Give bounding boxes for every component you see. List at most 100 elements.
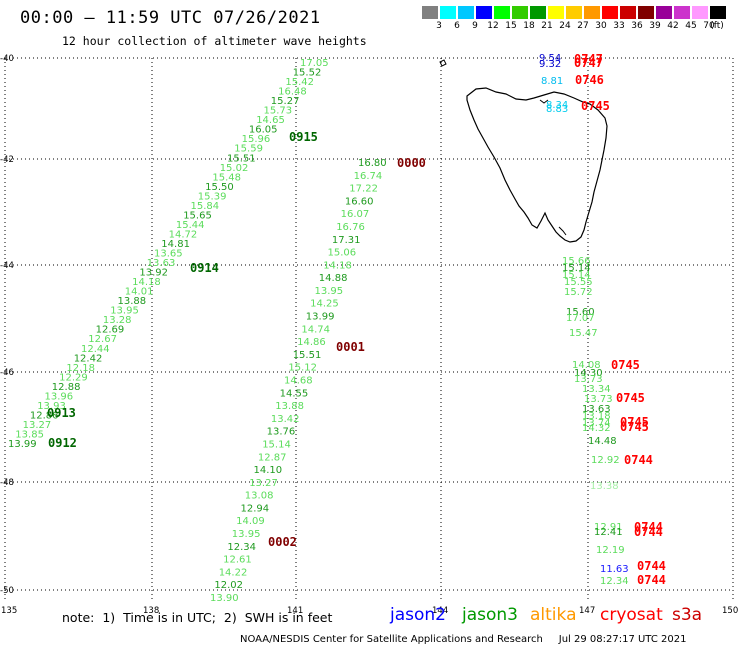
colorbar-swatch bbox=[494, 6, 510, 19]
swh-value: 15.39 bbox=[198, 191, 227, 202]
pass-time: 0744 bbox=[634, 520, 663, 534]
swh-value: 16.48 bbox=[278, 87, 307, 98]
swh-value: 15.42 bbox=[285, 77, 314, 88]
swh-value: 13.95 bbox=[315, 286, 344, 297]
map-title: 00:00 – 11:59 UTC 07/26/2021 bbox=[20, 8, 321, 28]
swh-value: 15.60 bbox=[566, 307, 595, 318]
pass-time: 0915 bbox=[289, 130, 318, 144]
colorbar-swatch bbox=[656, 6, 672, 19]
swh-value: 17.31 bbox=[332, 235, 361, 246]
swh-value: 14.68 bbox=[284, 376, 313, 387]
swh-value: 14.18 bbox=[323, 260, 352, 271]
colorbar-label: 21 bbox=[541, 21, 553, 31]
swh-value: 16.07 bbox=[341, 209, 370, 220]
swh-value: 13.99 bbox=[306, 312, 335, 323]
pass-time: 0746 bbox=[575, 73, 604, 87]
latitude-label: -44 bbox=[0, 261, 14, 271]
swh-value: 14.81 bbox=[161, 239, 190, 250]
swh-value: 15.65 bbox=[183, 210, 212, 221]
swh-value: 14.22 bbox=[219, 567, 248, 578]
colorbar-label: 3 bbox=[436, 21, 442, 31]
swh-value: 14.01 bbox=[125, 287, 154, 298]
swh-value: 16.74 bbox=[354, 171, 383, 182]
swh-value: 9.54 bbox=[539, 53, 561, 64]
colorbar-swatch bbox=[548, 6, 564, 19]
colorbar-label: 12 bbox=[487, 21, 499, 31]
colorbar-label: 15 bbox=[505, 21, 517, 31]
swh-value: 13.08 bbox=[245, 491, 274, 502]
swh-value: 13.73 bbox=[584, 394, 613, 405]
swh-value: 14.30 bbox=[574, 368, 603, 379]
swh-value: 14.10 bbox=[254, 465, 283, 476]
colorbar-swatch bbox=[710, 6, 726, 19]
legend-cryosat: cryosat bbox=[600, 605, 663, 625]
colorbar-swatch bbox=[584, 6, 600, 19]
swh-value: 14.08 bbox=[572, 360, 601, 371]
swh-value: 14.72 bbox=[169, 230, 198, 241]
colorbar-label: 42 bbox=[667, 21, 679, 31]
swh-value: 13.28 bbox=[103, 315, 132, 326]
swh-value: 13.27 bbox=[23, 420, 52, 431]
pass-time: 0913 bbox=[47, 406, 76, 420]
swh-value: 14.86 bbox=[297, 337, 326, 348]
map-subtitle: 12 hour collection of altimeter wave hei… bbox=[62, 34, 367, 48]
colorbar-swatch bbox=[638, 6, 654, 19]
colorbar-swatch bbox=[620, 6, 636, 19]
swh-value: 13.34 bbox=[582, 384, 611, 395]
swh-value: 14.18 bbox=[132, 277, 161, 288]
swh-value: 13.95 bbox=[232, 529, 261, 540]
colorbar-label: 6 bbox=[454, 21, 460, 31]
pass-time: 0745 bbox=[581, 99, 610, 113]
swh-value: 15.14 bbox=[562, 263, 591, 274]
swh-value: 12.69 bbox=[96, 325, 125, 336]
pass-time: 0745 bbox=[620, 420, 649, 434]
colorbar-swatch bbox=[440, 6, 456, 19]
swh-value: 15.06 bbox=[328, 248, 357, 259]
pass-time: 0745 bbox=[611, 358, 640, 372]
pass-time: 0744 bbox=[637, 573, 666, 587]
swh-value: 8.34 bbox=[546, 100, 568, 111]
legend-altika: altika bbox=[530, 605, 577, 625]
swh-value: 13.85 bbox=[15, 430, 44, 441]
longitude-label: 138 bbox=[143, 606, 159, 616]
swh-value: 12.92 bbox=[591, 455, 620, 466]
colorbar-swatch bbox=[566, 6, 582, 19]
swh-value: 12.94 bbox=[241, 503, 270, 514]
colorbar-swatch bbox=[674, 6, 690, 19]
swh-value: 13.42 bbox=[271, 414, 300, 425]
longitude-label: 144 bbox=[432, 606, 448, 616]
swh-value: 15.48 bbox=[212, 172, 241, 183]
swh-value: 15.84 bbox=[191, 201, 220, 212]
longitude-label: 150 bbox=[722, 606, 738, 616]
latitude-label: -40 bbox=[0, 54, 14, 64]
swh-value: 16.60 bbox=[345, 196, 374, 207]
swh-value: 12.91 bbox=[594, 522, 623, 533]
swh-value: 12.87 bbox=[258, 452, 287, 463]
colorbar-label: 9 bbox=[472, 21, 478, 31]
latitude-label: -50 bbox=[0, 586, 14, 596]
legend-jason2: jason2 bbox=[390, 605, 446, 625]
swh-value: 15.12 bbox=[288, 363, 317, 374]
swh-value: 8.83 bbox=[546, 104, 568, 115]
swh-value: 13.18 bbox=[582, 411, 611, 422]
latitude-label: -42 bbox=[0, 155, 14, 165]
swh-value: 9.32 bbox=[539, 59, 561, 70]
swh-value: 15.50 bbox=[205, 182, 234, 193]
swh-value: 13.38 bbox=[590, 481, 619, 492]
colorbar-swatch bbox=[692, 6, 708, 19]
pass-time: 0747 bbox=[574, 56, 603, 70]
swh-value: 14.09 bbox=[236, 516, 265, 527]
swh-value: 17.05 bbox=[300, 58, 329, 69]
swh-value: 12.34 bbox=[227, 542, 256, 553]
pass-time: 0744 bbox=[624, 453, 653, 467]
pass-time: 0747 bbox=[574, 52, 603, 66]
swh-value: 14.25 bbox=[310, 299, 339, 310]
swh-value: 15.66 bbox=[562, 256, 591, 267]
colorbar-swatch bbox=[602, 6, 618, 19]
swh-value: 15.51 bbox=[227, 153, 256, 164]
swh-value: 13.88 bbox=[275, 401, 304, 412]
tasmania-coastline bbox=[439, 59, 608, 243]
swh-value: 15.52 bbox=[293, 68, 322, 79]
pass-time: 0744 bbox=[637, 559, 666, 573]
